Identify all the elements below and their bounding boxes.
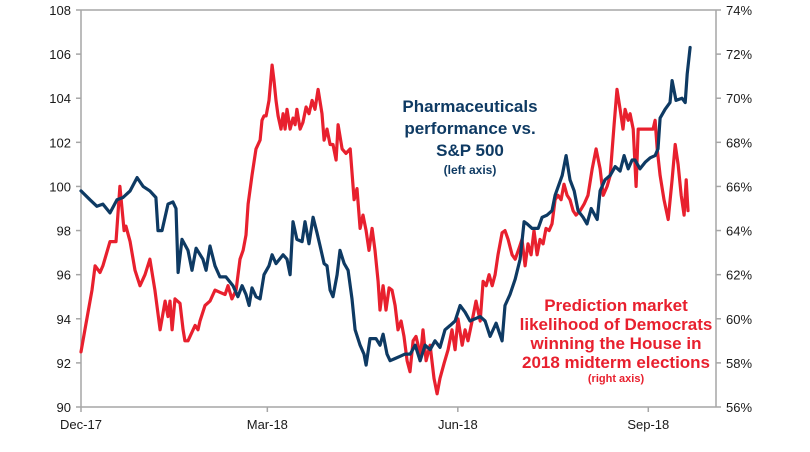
right-tick-label: 56% (726, 400, 752, 415)
right-tick-label: 66% (726, 179, 752, 194)
right-tick-label: 72% (726, 47, 752, 62)
axes (80, 9, 717, 408)
series-layer (79, 45, 692, 396)
right-tick-label: 62% (726, 268, 752, 283)
left-tick-label: 92 (57, 356, 71, 371)
prediction-series-line (79, 63, 690, 396)
prediction-annotation-axis-note: (right axis) (587, 373, 645, 385)
prediction-annotation-line-4: 2018 midterm elections (521, 353, 711, 372)
right-tick-label: 68% (726, 135, 752, 150)
left-y-ticks: 90 92 94 96 98 100 102 104 106 108 (49, 3, 81, 415)
x-tick-label: Mar-18 (247, 417, 288, 432)
pharma-annotation-line-1: Pharmaceuticals (402, 97, 538, 116)
right-tick-label: 74% (726, 3, 752, 18)
left-tick-label: 104 (49, 91, 71, 106)
right-y-ticks: 56% 58% 60% 62% 64% 66% 68% 70% 72% 74% (716, 3, 752, 415)
right-tick-label: 64% (726, 224, 752, 239)
left-tick-label: 108 (49, 3, 71, 18)
left-tick-label: 106 (49, 47, 71, 62)
x-tick-label: Sep-18 (627, 417, 669, 432)
pharma-annotation: Pharmaceuticals performance vs. S&P 500 … (372, 96, 568, 178)
left-tick-label: 90 (57, 400, 71, 415)
prediction-annotation-line-1: Prediction market (544, 296, 688, 315)
prediction-annotation: Prediction market likelihood of Democrat… (516, 296, 716, 386)
x-ticks: Dec-17 Mar-18 Jun-18 Sep-18 (60, 407, 669, 432)
right-tick-label: 70% (726, 91, 752, 106)
x-tick-label: Jun-18 (438, 417, 478, 432)
right-tick-label: 58% (726, 356, 752, 371)
pharma-annotation-line-2: performance vs. (404, 119, 536, 138)
pharma-series-line (79, 45, 692, 367)
pharma-annotation-axis-note: (left axis) (443, 163, 497, 177)
prediction-annotation-line-3: winning the House in (530, 334, 702, 353)
left-tick-label: 94 (57, 312, 71, 327)
left-tick-label: 98 (57, 224, 71, 239)
left-tick-label: 96 (57, 268, 71, 283)
right-tick-label: 60% (726, 312, 752, 327)
pharma-annotation-line-3: S&P 500 (436, 141, 504, 160)
left-tick-label: 100 (49, 179, 71, 194)
x-tick-label: Dec-17 (60, 417, 102, 432)
prediction-annotation-line-2: likelihood of Democrats (519, 315, 713, 334)
left-tick-label: 102 (49, 135, 71, 150)
